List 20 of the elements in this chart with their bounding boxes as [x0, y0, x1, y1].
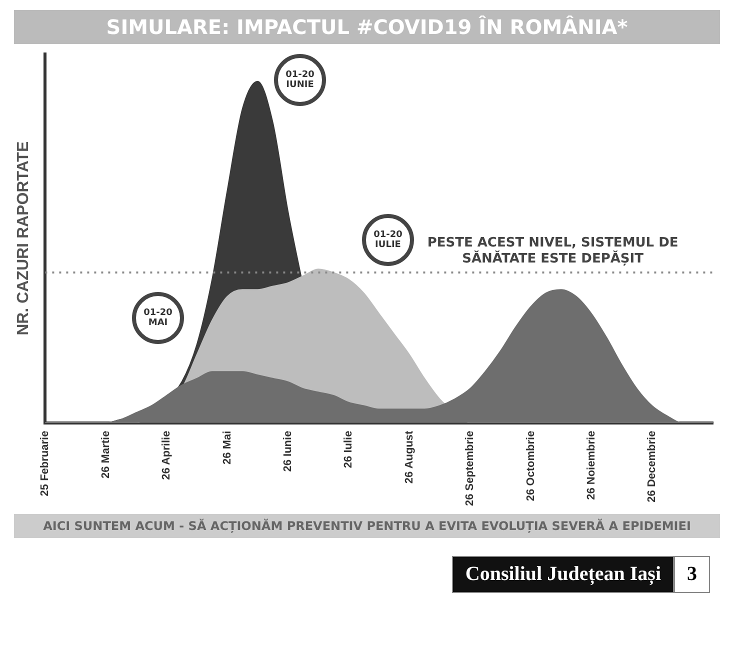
x-tick-label: 26 Noiembrie [585, 430, 598, 500]
text: 3 [674, 556, 710, 593]
chart-title: SIMULARE: IMPACTUL #COVID19 ÎN ROMÂNIA* [14, 10, 720, 44]
x-tick-label: 26 Iunie [282, 430, 294, 472]
x-tick-label: 26 Aprilie [160, 430, 173, 480]
x-tick-label: 26 Octombrie [524, 430, 537, 502]
text: AICI SUNTEM ACUM - SĂ ACȚIONĂM PREVENTIV PENTRU A EVITA EVOLUȚIA SEVERĂ A EPIDEMIEI [14, 514, 720, 538]
x-tick-label: 26 Iulie [342, 430, 355, 468]
x-tick-label: 26 Mai [221, 430, 234, 464]
text: Consiliul Județean Iași [452, 556, 674, 593]
x-tick-label: 26 August [403, 430, 416, 484]
round-badge: 01-20 IUNIE [274, 54, 326, 106]
round-badge: 01-20 IULIE [362, 214, 414, 266]
ref-line-label: PESTE ACEST NIVEL, SISTEMUL DE SĂNĂTATE ESTE DEPĂȘIT [427, 236, 678, 267]
x-tick-label: 26 Martie [100, 430, 112, 478]
x-tick-label: 25 Februarie [39, 430, 52, 496]
y-axis-title: NR. CAZURI RAPORTATE [15, 141, 32, 336]
x-tick-label: 26 Septembrie [464, 430, 476, 506]
round-badge: 01-20 MAI [132, 292, 184, 344]
x-tick-label: 26 Decembrie [646, 430, 658, 502]
